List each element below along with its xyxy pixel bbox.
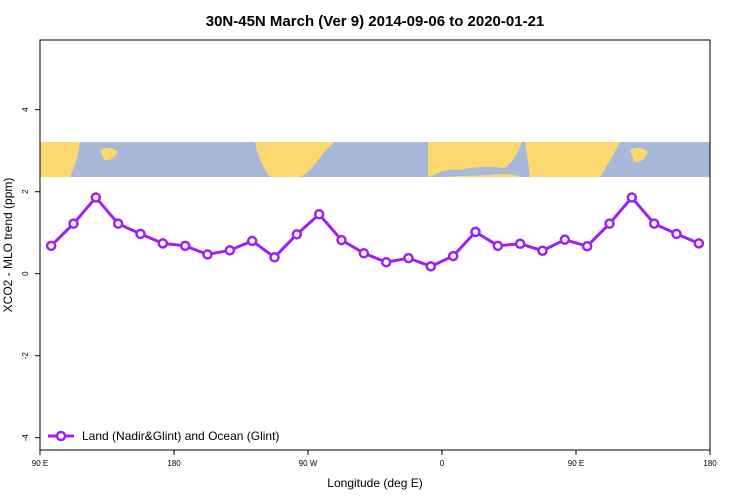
data-point [358, 247, 370, 259]
x-tick-label: 180 [703, 459, 717, 468]
data-point [135, 228, 146, 240]
x-tick-label: 180 [167, 459, 181, 468]
data-point [179, 240, 191, 252]
data-point [246, 235, 258, 247]
y-tick-label: 2 [21, 189, 30, 194]
chart-title: 30N-45N March (Ver 9) 2014-09-06 to 2020… [206, 13, 545, 30]
plot-frame [39, 39, 711, 451]
data-point [537, 245, 548, 256]
data-point [224, 245, 236, 256]
series-line [50, 195, 700, 268]
y-tick-label: 0 [21, 271, 30, 276]
data-point [604, 218, 615, 229]
data-point [112, 218, 124, 229]
data-point [291, 229, 303, 240]
data-point [90, 192, 102, 203]
data-point [581, 240, 593, 252]
data-point [269, 252, 280, 263]
data-point [626, 192, 638, 203]
map-strip [40, 142, 710, 177]
y-tick-label: 4 [21, 107, 30, 112]
x-tick-label: 90 W [299, 459, 318, 468]
legend-marker [55, 430, 67, 442]
data-point [492, 240, 504, 252]
data-point [403, 252, 414, 264]
data-point [68, 218, 79, 229]
y-tick-label: -2 [21, 352, 30, 360]
x-axis-label: Longitude (deg E) [327, 476, 422, 490]
legend-label: Land (Nadir&Glint) and Ocean (Glint) [82, 429, 279, 443]
data-point [514, 238, 526, 250]
data-point [447, 250, 459, 262]
data-point [671, 228, 682, 240]
y-tick-label: -4 [21, 434, 30, 442]
x-tick-label: 90 E [568, 459, 584, 468]
y-axis-label: XCO2 - MLO trend (ppm) [1, 178, 15, 313]
data-point [336, 234, 347, 246]
data-point [202, 249, 213, 260]
data-point [45, 240, 57, 252]
data-point [470, 226, 481, 238]
data-point [693, 238, 705, 249]
x-tick-label: 0 [440, 459, 445, 468]
data-point [380, 256, 392, 268]
data-point [559, 234, 571, 245]
data-point [648, 218, 660, 229]
data-point [157, 238, 169, 249]
x-tick-label: 90 E [32, 459, 48, 468]
data-point [313, 209, 325, 220]
data-point [425, 261, 437, 272]
